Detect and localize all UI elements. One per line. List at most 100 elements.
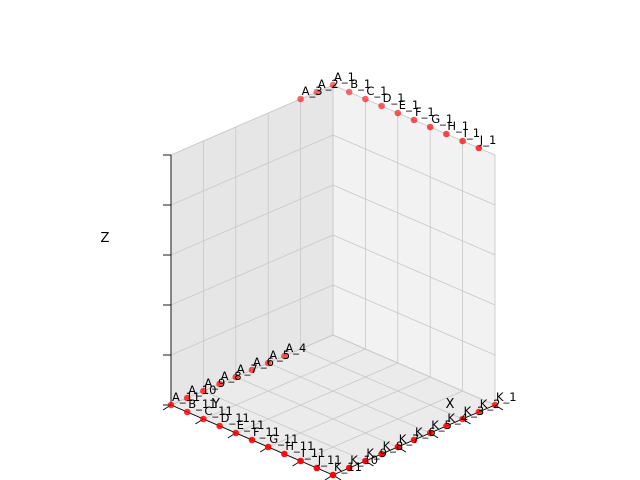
- x-axis-label: X: [446, 397, 455, 412]
- data-point: [362, 457, 369, 465]
- data-point: [345, 464, 353, 472]
- grid-line: [170, 134, 334, 206]
- point-label: B_11: [188, 397, 216, 411]
- data-point: [475, 144, 483, 152]
- point-label: A_3: [302, 84, 323, 98]
- data-point: [232, 373, 240, 381]
- grid-line: [235, 376, 398, 448]
- point-label: J_1: [479, 133, 496, 147]
- grid-line: [300, 390, 463, 462]
- grid-line: [235, 362, 398, 434]
- point-label: D_1: [383, 91, 405, 105]
- point-label: K_1: [496, 390, 517, 404]
- data-point: [232, 429, 240, 437]
- point-label: A_6: [253, 355, 274, 369]
- grid-line: [332, 334, 496, 406]
- point-label: G_11: [269, 432, 298, 446]
- data-point: [216, 380, 223, 388]
- data-point: [378, 102, 385, 110]
- data-point: [281, 352, 288, 360]
- grid-line: [203, 348, 366, 420]
- grid-line: [170, 84, 334, 156]
- point-label: J_11: [317, 453, 342, 467]
- data-point: [443, 422, 450, 430]
- point-label: K_5: [431, 418, 452, 432]
- point-label: K_6: [415, 425, 436, 439]
- data-point: [264, 359, 272, 367]
- point-label: K_10: [350, 453, 378, 467]
- data-point: [410, 116, 418, 124]
- data-point: [329, 81, 337, 89]
- point-label: C_11: [204, 404, 232, 418]
- grid-line: [268, 376, 431, 448]
- point-label: K_11: [334, 460, 362, 474]
- data-point: [200, 415, 207, 423]
- data-point: [491, 401, 499, 409]
- point-label: E_1: [399, 98, 419, 112]
- point-label: G_1: [431, 112, 453, 126]
- data-point: [183, 408, 191, 416]
- data-point: [426, 123, 434, 131]
- y-axis-label: Y: [211, 397, 220, 412]
- point-label: F_11: [253, 425, 280, 439]
- point-label: A_7: [237, 362, 258, 376]
- point-label: K_3: [464, 404, 485, 418]
- data-point: [329, 471, 337, 479]
- point-label: K_8: [383, 439, 404, 453]
- point-label: A_4: [285, 341, 306, 355]
- point-label: K_2: [480, 397, 501, 411]
- data-point: [378, 450, 385, 458]
- data-point: [426, 429, 434, 437]
- data-point: [345, 88, 353, 96]
- data-point: [394, 443, 402, 451]
- data-point: [167, 401, 175, 409]
- point-label: B_1: [350, 77, 371, 91]
- z-axis-label: Z: [101, 231, 110, 246]
- grid-line: [300, 348, 463, 420]
- point-label: A_9: [204, 376, 225, 390]
- grid-line: [332, 284, 496, 356]
- grid-line: [203, 390, 366, 462]
- point-label: A_1: [334, 70, 355, 84]
- data-point: [443, 130, 450, 138]
- point-label: A_10: [188, 383, 216, 397]
- grid-line: [170, 284, 334, 356]
- grid-line: [170, 184, 334, 256]
- grid-line: [268, 362, 431, 434]
- data-point: [313, 464, 321, 472]
- data-point: [264, 443, 272, 451]
- point-label: F_1: [415, 105, 435, 119]
- point-label: D_11: [221, 411, 250, 425]
- data-point: [248, 436, 256, 444]
- data-point: [216, 422, 223, 430]
- grid-line: [170, 234, 334, 306]
- point-label: A_8: [221, 369, 242, 383]
- point-label: I_11: [302, 446, 326, 460]
- point-labels: A_1A_2 B_1 A_3 C_1 A_4 D_1 A_5 E_1 A_6 F_1 A_7 G_1 A…: [172, 70, 517, 474]
- grid-line: [332, 134, 496, 206]
- point-label: A_11: [172, 390, 200, 404]
- data-point: [200, 387, 207, 395]
- point-label: K_4: [447, 411, 468, 425]
- data-point: [459, 137, 466, 145]
- grid-line: [332, 184, 496, 256]
- data-point: [281, 450, 288, 458]
- point-label: H_11: [285, 439, 314, 453]
- point-label: A_2: [318, 77, 339, 91]
- point-label: I_1: [464, 126, 480, 140]
- data-point: [475, 408, 483, 416]
- point-label: A_5: [269, 348, 290, 362]
- data-point: [183, 394, 191, 402]
- point-label: C_1: [366, 84, 387, 98]
- data-points: [167, 81, 499, 479]
- data-point: [410, 436, 418, 444]
- data-point: [297, 457, 304, 465]
- data-point: [394, 109, 402, 117]
- point-label: K_9: [366, 446, 387, 460]
- point-label: H_1: [447, 119, 469, 133]
- data-point: [362, 95, 369, 103]
- data-point: [459, 415, 466, 423]
- data-point: [297, 95, 304, 103]
